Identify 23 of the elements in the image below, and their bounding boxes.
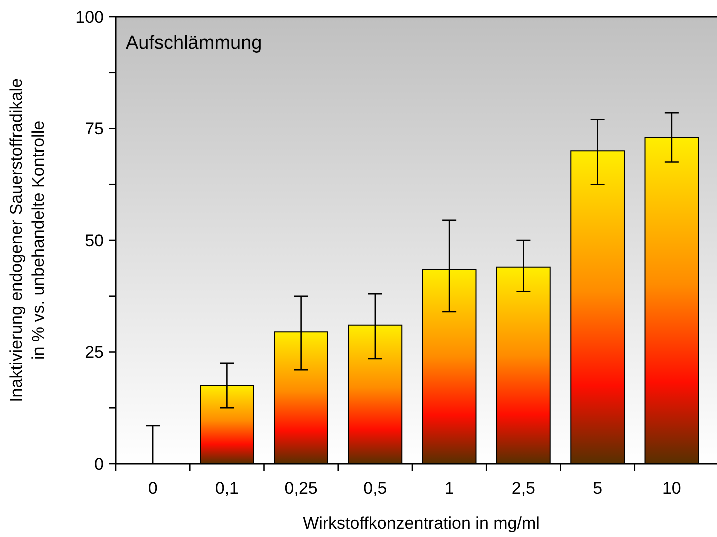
x-tick-label: 5: [593, 479, 603, 498]
bar: [644, 137, 700, 464]
y-axis-title: Inaktivierung endogener Sauerstoffradikale in % vs. unbehandelte Kontrolle: [7, 78, 48, 402]
bar: [200, 385, 254, 464]
bar: [274, 332, 328, 464]
x-tick-label: 2,5: [512, 479, 536, 498]
x-tick-label: 10: [662, 479, 682, 498]
x-tick-label: 0,1: [215, 479, 240, 498]
y-tick-label: 0: [94, 454, 104, 474]
x-tick-label: 0,25: [284, 479, 318, 498]
bar: [348, 324, 403, 464]
x-tick-label: 1: [444, 479, 454, 498]
y-tick-label: 25: [85, 343, 104, 362]
x-tick-label: 0: [148, 479, 158, 498]
text: Aufschlämmung: [126, 33, 262, 54]
bar: [496, 266, 551, 464]
y-tick-label: 100: [76, 8, 104, 27]
x-tick-label: 0,5: [364, 479, 388, 498]
x-axis-title: Wirkstoffkonzentration in mg/ml: [303, 514, 540, 533]
bar: [422, 269, 477, 464]
y-tick-label: 75: [85, 120, 104, 139]
y-tick-label: 50: [85, 231, 104, 250]
bar: [570, 150, 625, 464]
